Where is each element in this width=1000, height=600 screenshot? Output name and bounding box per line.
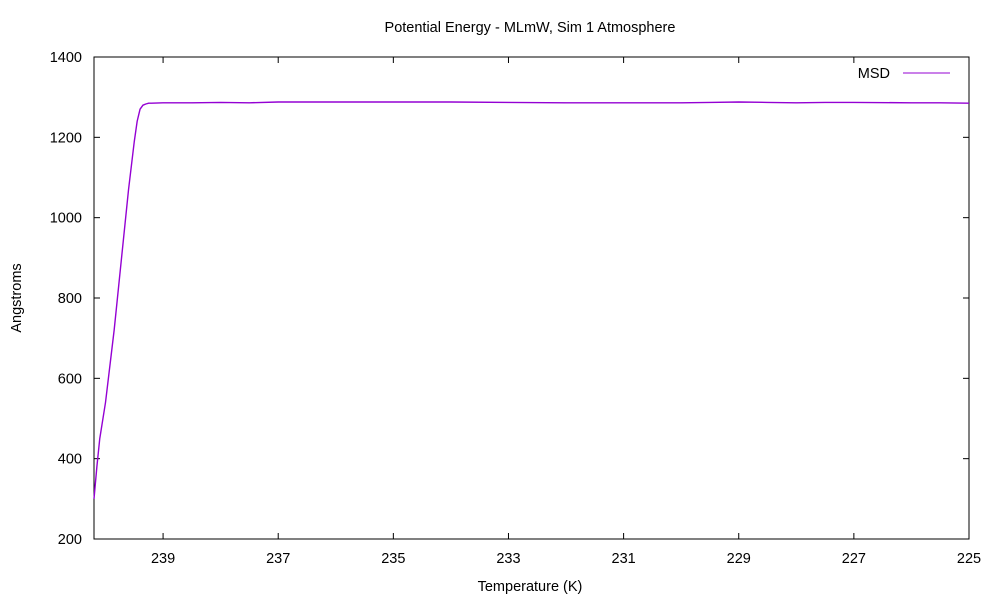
chart-title: Potential Energy - MLmW, Sim 1 Atmospher… [385,20,676,36]
y-tick-label: 1000 [50,211,82,227]
y-tick-label: 1400 [50,50,82,66]
x-tick-label: 227 [842,551,866,567]
y-tick-label: 1200 [50,130,82,146]
legend: MSD [858,66,950,82]
x-axis-label: Temperature (K) [478,579,583,595]
x-axis: 239 237 235 233 231 229 227 225 [151,57,981,567]
x-tick-label: 235 [381,551,405,567]
y-axis: 200 400 600 800 1000 1200 1400 [50,50,969,548]
y-tick-label: 600 [58,371,82,387]
y-tick-label: 800 [58,291,82,307]
x-tick-label: 237 [266,551,290,567]
x-tick-label: 239 [151,551,175,567]
series-line-msd [93,101,970,499]
legend-label: MSD [858,66,890,82]
y-axis-label: Angstroms [9,263,25,332]
x-tick-label: 225 [957,551,981,567]
x-tick-label: 233 [496,551,520,567]
x-tick-label: 229 [727,551,751,567]
y-tick-label: 400 [58,452,82,468]
y-tick-label: 200 [58,532,82,548]
series-layer [93,101,970,499]
plot-border [93,56,970,540]
x-tick-label: 231 [612,551,636,567]
